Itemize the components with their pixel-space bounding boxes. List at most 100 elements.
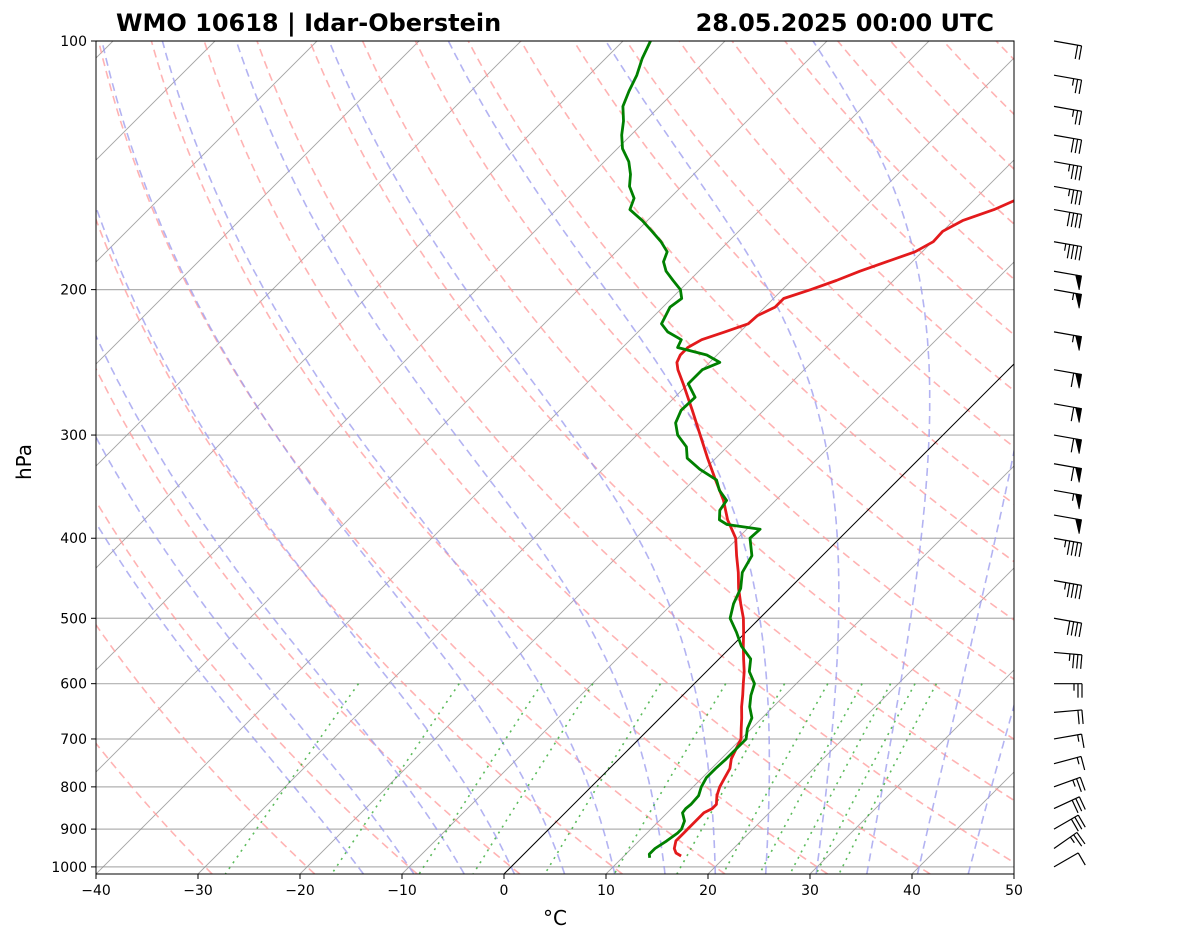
x-tick-label: 30	[801, 883, 819, 899]
wind-barb-feather	[1078, 191, 1083, 206]
isotherm-lines	[96, 41, 1181, 874]
wind-barb	[1053, 369, 1083, 389]
isotherm-line	[96, 41, 624, 569]
wind-barb-feather	[1066, 212, 1071, 227]
y-tick-label: 1000	[51, 860, 87, 876]
wind-barb-pennant	[1075, 274, 1083, 290]
wind-barb-feather	[1080, 733, 1085, 748]
wind-barb	[1054, 683, 1083, 698]
wind-barb	[1053, 185, 1083, 206]
wind-barb-feather	[1078, 214, 1083, 229]
wind-barbs	[1053, 40, 1086, 868]
wind-barb-feather	[1070, 407, 1075, 422]
isotherm-line	[96, 41, 726, 671]
wind-barb-half-feather	[1072, 779, 1076, 787]
moist-adiabat	[916, 447, 1014, 874]
wind-barb-feather	[1070, 818, 1079, 832]
wind-barb-feather	[1078, 139, 1083, 154]
moist-adiabat	[96, 204, 516, 874]
isotherm-line	[197, 57, 1014, 874]
wind-barb-staff	[1053, 40, 1082, 47]
moist-adiabat	[161, 41, 616, 874]
wind-barb-pennant	[1075, 292, 1083, 309]
y-tick-label: 600	[60, 677, 87, 693]
dry-adiabat	[256, 41, 1014, 864]
mixing-ratio-line	[472, 683, 594, 874]
wind-barb	[1053, 403, 1083, 423]
x-axis-label: °C	[543, 906, 567, 930]
wind-barb-feather	[1074, 245, 1079, 260]
wind-barb-feather	[1080, 654, 1083, 669]
wind-barb-staff	[1053, 733, 1082, 740]
wind-barb-feather	[1074, 139, 1079, 154]
wind-barb-feather	[1070, 583, 1075, 598]
wind-barb-feather	[1078, 166, 1083, 181]
wind-barb-half-feather	[1071, 109, 1075, 117]
sounding-traces	[620, 41, 1014, 858]
wind-barb	[1053, 733, 1085, 748]
isotherm-line	[605, 465, 1014, 874]
isotherm-line	[299, 159, 1014, 874]
x-tick-label: 0	[500, 883, 509, 899]
isotherm-line	[96, 41, 828, 773]
wind-barb	[1053, 776, 1086, 793]
mixing-ratio-line	[418, 683, 543, 874]
wind-barb-feather	[1076, 654, 1079, 669]
wind-barb-half-feather	[1071, 292, 1075, 301]
wind-barb-feather	[1081, 709, 1084, 724]
wind-barb-feather	[1077, 814, 1086, 828]
dry-adiabat	[96, 367, 521, 874]
wind-barb-half-feather	[1071, 335, 1075, 343]
wind-barb-pennant	[1075, 372, 1083, 389]
wind-barb-staff	[1053, 776, 1081, 788]
wind-barb-feather	[1077, 710, 1080, 725]
mixing-ratio-line	[676, 683, 786, 874]
moist-adiabat	[96, 435, 415, 874]
wind-barb-feather	[1074, 542, 1079, 557]
wind-barb	[1053, 651, 1083, 669]
dry-adiabat	[414, 41, 1014, 681]
wind-barb-feather	[1074, 79, 1079, 94]
wind-barb-staff	[1053, 852, 1079, 868]
mixing-ratio-lines	[224, 683, 938, 874]
wind-barb-staff	[1053, 74, 1082, 81]
isotherm-line	[707, 567, 1014, 874]
y-tick-label: 500	[60, 611, 87, 627]
wind-barb-feather	[1078, 111, 1083, 126]
wind-barb-staff	[1053, 814, 1079, 830]
wind-barb	[1053, 208, 1083, 229]
isotherm-line	[1116, 41, 1181, 874]
zero-isotherm-line	[503, 363, 1014, 874]
wind-barb-feather	[1077, 852, 1086, 866]
dry-adiabat	[203, 41, 931, 874]
y-tick-label: 900	[60, 822, 87, 838]
wind-barb-feather	[1078, 796, 1086, 810]
y-tick-label: 100	[60, 34, 87, 50]
wind-barb	[1053, 40, 1083, 60]
dry-adiabat	[96, 623, 316, 874]
moist-adiabat	[605, 41, 840, 874]
dry-adiabat	[625, 41, 1014, 448]
moist-adiabat	[812, 41, 931, 874]
y-axis-label: hPa	[12, 444, 36, 480]
moist-adiabat	[235, 41, 666, 874]
dry-adiabat	[96, 742, 213, 874]
chart-title-datetime: 28.05.2025 00:00 UTC	[696, 9, 994, 37]
wind-barb-feather	[1078, 542, 1083, 557]
wind-barb	[1053, 134, 1083, 154]
wind-barb-half-feather	[1068, 653, 1071, 661]
x-tick-label: 40	[903, 883, 921, 899]
dry-adiabat	[1102, 41, 1181, 874]
wind-barb	[1053, 463, 1083, 483]
wind-barb	[1053, 852, 1086, 868]
wind-barb-staff	[1053, 134, 1082, 141]
wind-barb-feather	[1070, 245, 1075, 260]
wind-barb	[1053, 814, 1086, 832]
wind-barb-feather	[1080, 756, 1086, 771]
wind-barb	[1053, 537, 1083, 557]
wind-barb-feather	[1074, 110, 1079, 125]
wind-barb-feather	[1070, 373, 1075, 388]
temperature-trace	[672, 199, 1014, 858]
wind-barb	[1053, 831, 1086, 849]
